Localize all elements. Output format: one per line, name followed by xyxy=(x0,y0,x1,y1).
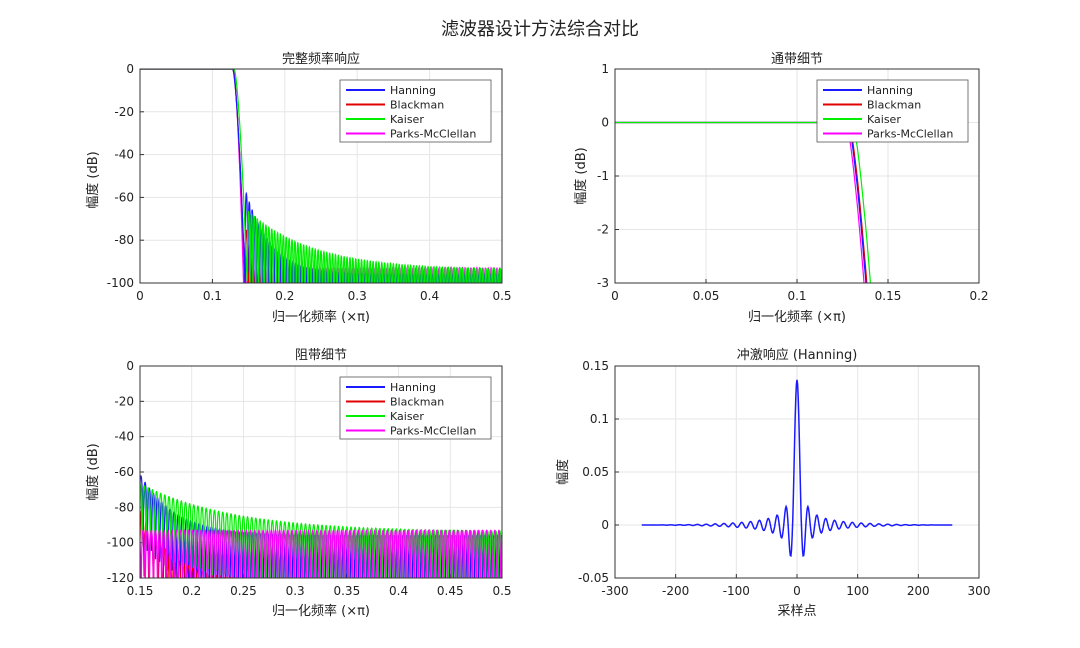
x-axis-label: 归一化频率 (×π) xyxy=(748,309,846,325)
series-group xyxy=(615,121,872,283)
figure-title: 滤波器设计方法综合对比 xyxy=(441,19,639,40)
y-tick-label: -20 xyxy=(114,105,134,119)
x-tick-label: 0.35 xyxy=(333,584,360,598)
x-tick-label: 200 xyxy=(907,584,930,598)
series-line-parks-mcclellan xyxy=(140,529,502,578)
series-line-kaiser xyxy=(140,69,502,283)
panel-title: 通带细节 xyxy=(771,52,823,67)
y-tick-label: 0 xyxy=(601,518,609,532)
x-tick-label: 0.4 xyxy=(420,289,439,303)
legend-label: Hanning xyxy=(867,84,913,97)
x-tick-label: 0.1 xyxy=(787,289,806,303)
series-group xyxy=(140,475,502,578)
y-axis-label: 幅度 (dB) xyxy=(573,147,589,204)
x-tick-label: -200 xyxy=(662,584,689,598)
legend-label: Kaiser xyxy=(390,113,424,126)
axes-frame xyxy=(614,68,980,284)
x-tick-label: 0.2 xyxy=(182,584,201,598)
series-group xyxy=(140,69,502,283)
y-tick-label: -40 xyxy=(114,148,134,162)
x-tick-label: -300 xyxy=(601,584,628,598)
x-tick-label: 0.05 xyxy=(693,289,720,303)
panel-full-response: 完整频率响应 归一化频率 (×π) 幅度 (dB) 0 0.1 0.2 0.3 0.4 0… xyxy=(85,51,512,325)
x-tick-label: 0.2 xyxy=(275,289,294,303)
y-tick-label: -40 xyxy=(114,430,134,444)
y-tick-label: -60 xyxy=(114,190,134,204)
legend-label: Blackman xyxy=(390,396,444,409)
y-tick-label: 0.15 xyxy=(582,359,609,373)
axes-frame xyxy=(614,365,980,579)
axes-frame xyxy=(139,365,503,579)
panel-stopband-detail: 阻带细节 归一化频率 (×π) 幅度 (dB) 0.15 0.2 0.25 0.3 0.… xyxy=(85,348,512,619)
x-tick-label: 0.45 xyxy=(437,584,464,598)
axes-frame xyxy=(139,68,503,284)
y-tick-label: -120 xyxy=(107,571,134,585)
series-line-hanning xyxy=(140,69,502,283)
x-axis-label: 采样点 xyxy=(777,604,816,619)
x-tick-label: 0.25 xyxy=(230,584,257,598)
y-tick-label: -20 xyxy=(114,394,134,408)
y-tick-label: -1 xyxy=(597,169,609,183)
x-tick-label: 100 xyxy=(846,584,869,598)
y-tick-label: 0 xyxy=(126,359,134,373)
x-axis-label: 归一化频率 (×π) xyxy=(272,603,370,619)
y-axis-label: 幅度 (dB) xyxy=(85,151,101,208)
y-axis-label: 幅度 xyxy=(555,459,571,485)
x-tick-label: 0.3 xyxy=(286,584,305,598)
x-tick-label: 0.15 xyxy=(875,289,902,303)
panel-title: 完整频率响应 xyxy=(282,51,360,67)
legend-label: Blackman xyxy=(390,99,444,112)
x-tick-label: 0.5 xyxy=(492,289,511,303)
y-tick-label: -0.05 xyxy=(578,571,609,585)
y-tick-label: -3 xyxy=(597,276,609,290)
series-line-hanning xyxy=(641,379,953,557)
legend-label: Kaiser xyxy=(390,410,424,423)
y-tick-label: 0.1 xyxy=(590,412,609,426)
panel-title: 冲激响应 (Hanning) xyxy=(737,347,858,363)
y-axis-label: 幅度 (dB) xyxy=(85,443,101,500)
y-tick-label: -2 xyxy=(597,223,609,237)
y-tick-label: 1 xyxy=(601,62,609,76)
y-tick-label: -100 xyxy=(107,536,134,550)
x-tick-label: 0.1 xyxy=(203,289,222,303)
x-tick-label: 0 xyxy=(611,289,619,303)
legend-label: Parks-McClellan xyxy=(390,425,476,438)
legend-label: Hanning xyxy=(390,381,436,394)
x-tick-label: 0.5 xyxy=(492,584,511,598)
x-tick-label: 0.15 xyxy=(127,584,154,598)
legend-label: Parks-McClellan xyxy=(867,128,953,141)
x-tick-label: 0 xyxy=(136,289,144,303)
panel-passband-detail: 通带细节 归一化频率 (×π) 幅度 (dB) 0 0.05 0.1 0.15 0.2 1… xyxy=(573,52,989,325)
legend-label: Hanning xyxy=(390,84,436,97)
y-tick-label: 0.05 xyxy=(582,465,609,479)
y-tick-label: -60 xyxy=(114,465,134,479)
x-tick-label: 0.2 xyxy=(969,289,988,303)
x-tick-label: 300 xyxy=(968,584,991,598)
legend-label: Parks-McClellan xyxy=(390,128,476,141)
series-line-kaiser xyxy=(615,121,872,283)
y-tick-label: -80 xyxy=(114,500,134,514)
x-axis-label: 归一化频率 (×π) xyxy=(272,309,370,325)
panel-title: 阻带细节 xyxy=(295,348,347,363)
y-tick-label: 0 xyxy=(601,116,609,130)
x-tick-label: -100 xyxy=(723,584,750,598)
x-tick-label: 0.3 xyxy=(348,289,367,303)
y-tick-label: 0 xyxy=(126,62,134,76)
x-tick-label: 0.4 xyxy=(389,584,408,598)
series-group xyxy=(641,379,953,557)
y-tick-label: -80 xyxy=(114,233,134,247)
x-tick-label: 0 xyxy=(793,584,801,598)
legend-label: Kaiser xyxy=(867,113,901,126)
legend-label: Blackman xyxy=(867,99,921,112)
panel-impulse-response: 冲激响应 (Hanning) 采样点 幅度 -300 -200 -100 0 100 20… xyxy=(555,347,990,619)
y-tick-label: -100 xyxy=(107,276,134,290)
